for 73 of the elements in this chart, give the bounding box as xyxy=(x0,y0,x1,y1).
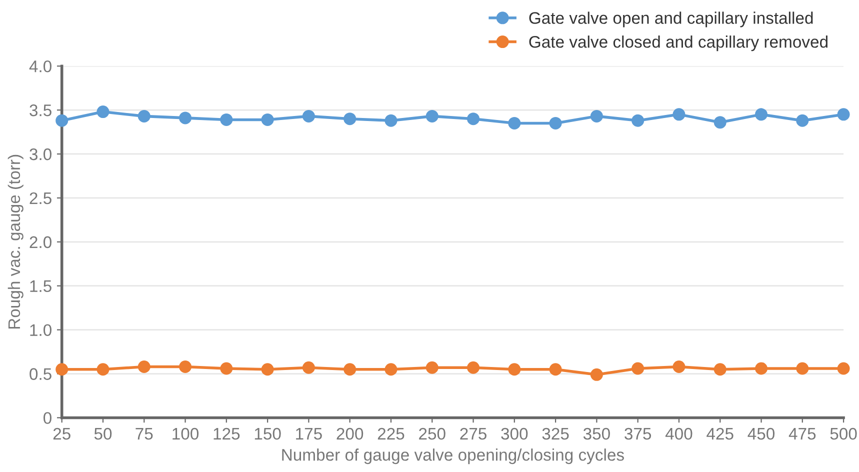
point xyxy=(467,361,480,374)
point xyxy=(755,108,768,121)
x-tick-label: 300 xyxy=(501,428,528,440)
point xyxy=(549,116,562,130)
x-tick-label: 150 xyxy=(254,428,281,440)
x-tick-label: 475 xyxy=(788,428,816,440)
x-tick-label: 350 xyxy=(583,428,610,440)
point xyxy=(56,114,68,127)
point xyxy=(549,363,562,376)
x-tick-label: 50 xyxy=(94,428,112,440)
point xyxy=(261,113,274,126)
x-tick-label: 425 xyxy=(706,428,734,440)
x-tick-label: 325 xyxy=(542,428,569,440)
y-tick-label: 0.5 xyxy=(30,368,52,380)
y-tick-label: 3.0 xyxy=(30,148,52,160)
point xyxy=(508,363,521,376)
point xyxy=(672,108,686,121)
point xyxy=(344,363,356,376)
legend-label: Gate valve open and capillary installed xyxy=(529,12,813,28)
point xyxy=(344,112,356,126)
point xyxy=(632,114,644,127)
point xyxy=(590,110,603,122)
x-axis-title: Number of gauge valve opening/closing cycles xyxy=(282,448,624,464)
x-tick-label: 225 xyxy=(378,428,404,440)
point xyxy=(714,363,726,376)
y-tick-label: 2.5 xyxy=(30,192,52,204)
point xyxy=(138,360,150,373)
point xyxy=(384,114,398,127)
point xyxy=(261,363,274,376)
y-tick-label: 1.0 xyxy=(30,324,52,336)
point xyxy=(632,362,644,375)
y-tick-label: 3.5 xyxy=(30,104,52,116)
x-tick-label: 175 xyxy=(296,428,322,440)
point xyxy=(672,360,686,373)
point xyxy=(837,108,850,121)
x-tick-label: 375 xyxy=(624,428,652,440)
y-tick-label: 4.0 xyxy=(29,60,52,72)
point xyxy=(179,112,192,124)
x-tick-label: 100 xyxy=(172,428,199,440)
point xyxy=(796,362,809,375)
point xyxy=(508,116,521,130)
point xyxy=(426,361,438,374)
x-tick-label: 450 xyxy=(748,428,775,440)
point xyxy=(302,361,315,374)
point xyxy=(384,363,398,376)
x-tick-label: 400 xyxy=(665,428,692,440)
x-tick-label: 200 xyxy=(336,428,364,440)
x-tick-label: 75 xyxy=(136,428,153,440)
y-tick-label: 0 xyxy=(44,412,52,424)
y-tick-label: 2.0 xyxy=(30,236,52,248)
point xyxy=(56,363,68,376)
point xyxy=(96,363,110,376)
point xyxy=(837,362,850,375)
x-tick-label: 500 xyxy=(830,428,857,440)
point xyxy=(138,110,150,122)
point xyxy=(220,113,233,126)
x-tick-label: 25 xyxy=(53,428,70,440)
x-tick-label: 250 xyxy=(419,428,446,440)
x-tick-label: 125 xyxy=(214,428,240,440)
point xyxy=(796,114,809,127)
point xyxy=(302,110,315,122)
point xyxy=(179,360,192,373)
point xyxy=(590,368,603,381)
legend-label: Gate valve closed and capillary removed xyxy=(529,36,828,52)
point xyxy=(220,362,233,375)
point xyxy=(714,116,726,129)
y-axis-title: Rough vac. gauge (torr) xyxy=(8,154,24,329)
point xyxy=(96,106,110,118)
point xyxy=(426,110,438,122)
point xyxy=(755,362,768,375)
point xyxy=(467,112,480,126)
y-tick-label: 1.5 xyxy=(30,280,52,292)
x-tick-label: 275 xyxy=(460,428,486,440)
